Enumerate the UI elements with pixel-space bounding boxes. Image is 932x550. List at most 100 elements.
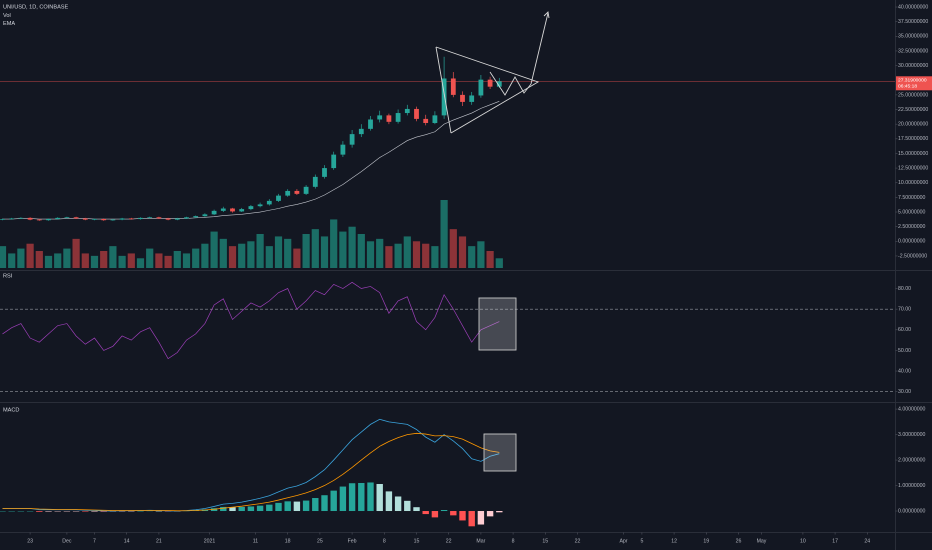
histogram-bar xyxy=(293,501,301,512)
annotations xyxy=(435,11,550,472)
candle-body xyxy=(156,217,162,219)
candle-body xyxy=(266,200,272,205)
candle-body xyxy=(46,219,51,221)
y-tick-label: 60.00 xyxy=(898,327,911,333)
indicator-line xyxy=(2,281,500,360)
candle-body xyxy=(303,186,309,194)
histogram-bar xyxy=(440,509,448,512)
volume-bar xyxy=(182,253,191,268)
x-tick-label: Apr xyxy=(619,538,627,544)
countdown-label: 06:45:18 xyxy=(898,84,917,90)
volume-bar xyxy=(63,248,71,268)
zigzag-projection xyxy=(489,71,532,96)
y-tick-label: 40.00000000 xyxy=(898,4,928,10)
volume-bar xyxy=(0,246,7,268)
candle-body xyxy=(202,214,208,217)
x-tick-label: 24 xyxy=(864,538,870,544)
y-tick-label: 15.00000000 xyxy=(898,151,928,157)
histogram-bar xyxy=(284,501,291,512)
histogram-bar xyxy=(91,511,98,512)
highlight-box xyxy=(483,433,517,472)
x-tick-label: 21 xyxy=(156,538,162,544)
x-tick-label: 26 xyxy=(736,538,742,544)
histogram-bar xyxy=(339,486,347,512)
volume-bar xyxy=(468,246,476,268)
x-tick-label: 19 xyxy=(703,538,709,544)
plot-layer: 40.00000000 37.50000000 35.00000000 32.5000… xyxy=(0,4,932,544)
candle-body xyxy=(36,219,42,221)
histogram-bar xyxy=(496,511,503,513)
y-tick-label: 3.00000000 xyxy=(898,432,926,438)
x-tick-label: 12 xyxy=(671,538,677,544)
y-tick-label: 7.50000000 xyxy=(898,195,926,201)
volume-bar xyxy=(247,241,255,268)
x-tick-label: Mar xyxy=(476,538,485,544)
candle-body xyxy=(395,113,401,122)
y-tick-label: 70.00 xyxy=(898,307,911,313)
candle-body xyxy=(441,78,447,116)
volume-bar xyxy=(320,236,329,268)
x-tick-label: Feb xyxy=(348,538,357,544)
volume-bar xyxy=(431,246,439,268)
candle-body xyxy=(469,95,475,102)
y-tick-label: 37.50000000 xyxy=(898,19,928,25)
candle-body xyxy=(496,81,502,87)
volume-bar xyxy=(238,243,246,268)
volume-bar xyxy=(339,231,347,268)
indicator-label: Vol xyxy=(3,13,11,19)
candle-body xyxy=(128,218,134,220)
candle-body xyxy=(368,119,373,129)
histogram-bar xyxy=(468,511,475,527)
y-tick-label: 30.00 xyxy=(898,389,911,395)
y-tick-label: 2.50000000 xyxy=(898,224,926,230)
volume-bar xyxy=(357,234,365,268)
candle-body xyxy=(349,134,355,145)
histogram-bar xyxy=(413,507,420,512)
price-badge-label: 27.31900000 xyxy=(898,78,927,84)
histogram-bar xyxy=(358,482,365,512)
candle-body xyxy=(377,115,383,120)
histogram-bar xyxy=(376,484,383,512)
histogram-bar xyxy=(431,511,439,518)
y-tick-label: 50.00 xyxy=(898,348,911,354)
candle-body xyxy=(239,209,245,212)
x-tick-label: 23 xyxy=(27,538,33,544)
volume-bar xyxy=(201,243,209,268)
volume-bar xyxy=(44,255,53,268)
candle-body xyxy=(119,218,125,220)
breakout-arrowhead xyxy=(543,11,550,19)
y-tick-label: 0.00000000 xyxy=(898,239,926,245)
candle-body xyxy=(55,217,61,220)
histogram-bar xyxy=(486,511,494,517)
candle-body xyxy=(174,218,180,220)
volume-bar xyxy=(458,236,467,268)
candle-body xyxy=(82,218,88,220)
y-tick-label: 32.50000000 xyxy=(898,48,928,54)
candle-body xyxy=(184,217,189,219)
volume-bar xyxy=(146,248,154,268)
x-tick-label: 5 xyxy=(640,538,643,544)
candle-body xyxy=(165,218,171,220)
candle-body xyxy=(18,217,24,219)
y-tick-label: 30.00000000 xyxy=(898,63,928,69)
histogram-bar xyxy=(82,511,89,512)
y-tick-label: 80.00 xyxy=(898,286,911,292)
x-tick-label: 10 xyxy=(800,538,806,544)
volume-bar xyxy=(412,241,421,268)
x-tick-label: 18 xyxy=(285,538,291,544)
histogram-bar xyxy=(266,504,273,512)
candle-body xyxy=(110,219,116,221)
candle-body xyxy=(9,218,15,220)
y-tick-label: 0.00000000 xyxy=(898,508,926,514)
y-tick-label: 4.00000000 xyxy=(898,406,926,412)
candle-body xyxy=(211,210,217,215)
candle-body xyxy=(193,216,199,218)
histogram-bar xyxy=(45,511,52,512)
volume-bar xyxy=(495,258,503,268)
indicator-line xyxy=(2,432,500,512)
candle-body xyxy=(312,176,318,187)
y-tick-label: 2.00000000 xyxy=(898,457,926,463)
volume-bar xyxy=(219,238,227,268)
candle-body xyxy=(294,190,300,194)
